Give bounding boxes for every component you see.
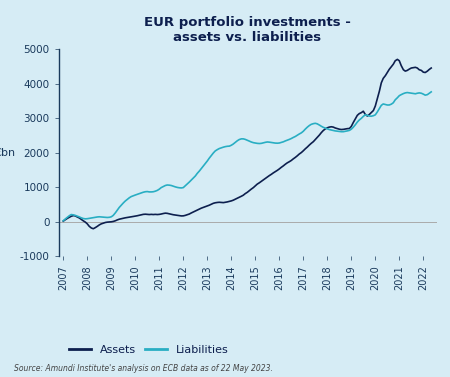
Legend: Assets, Liabilities: Assets, Liabilities: [64, 341, 233, 360]
Title: EUR portfolio investments -
assets vs. liabilities: EUR portfolio investments - assets vs. l…: [144, 16, 351, 44]
Y-axis label: €bn: €bn: [0, 148, 15, 158]
Text: Source: Amundi Institute's analysis on ECB data as of 22 May 2023.: Source: Amundi Institute's analysis on E…: [14, 364, 272, 373]
